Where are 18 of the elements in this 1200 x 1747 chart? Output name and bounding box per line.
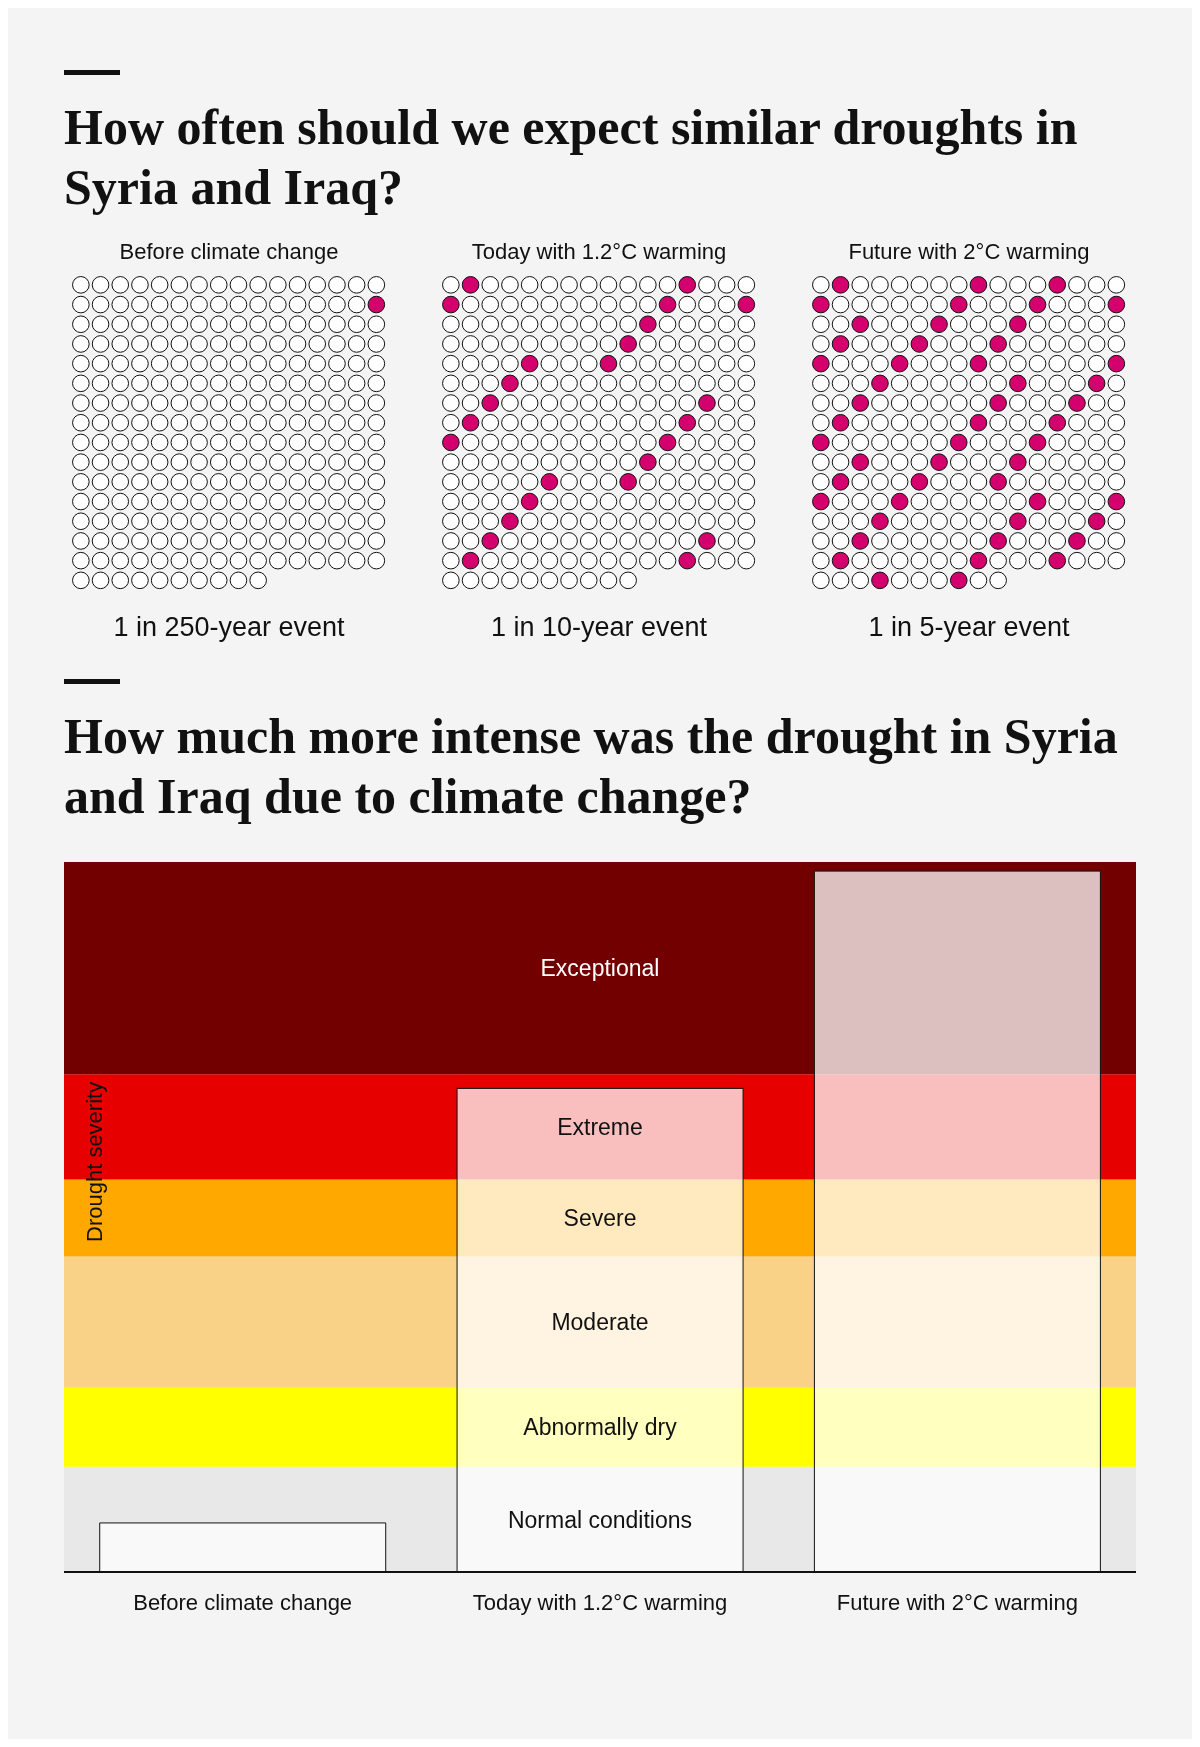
band-label: Normal conditions	[507, 1506, 693, 1533]
chart-title: How much more intense was the drought in Syria and Iraq due to climate change?	[64, 707, 1119, 827]
y-axis-title: Drought severity	[82, 1082, 108, 1243]
band-label: Exceptional	[540, 955, 660, 982]
data-label: 1 in 5-year event	[867, 612, 1071, 644]
category-label: Future with 2°C warming	[847, 239, 1091, 266]
x-tick-label: Before climate change	[133, 1589, 353, 1615]
category-label: Before climate change	[118, 239, 340, 266]
band-label: Abnormally dry	[523, 1414, 678, 1441]
band-label: Severe	[563, 1205, 637, 1232]
band-label: Moderate	[551, 1309, 649, 1336]
data-label: 1 in 250-year event	[112, 612, 346, 644]
text: How often should we expect similar droughts in Syria and Iraq?	[64, 98, 1079, 217]
band-label: Extreme	[557, 1114, 643, 1141]
x-tick-label: Today with 1.2°C warming	[472, 1589, 728, 1615]
data-label: 1 in 10-year event	[489, 612, 709, 644]
category-label: Today with 1.2°C warming	[470, 239, 728, 266]
x-tick-label: Future with 2°C warming	[836, 1589, 1078, 1615]
